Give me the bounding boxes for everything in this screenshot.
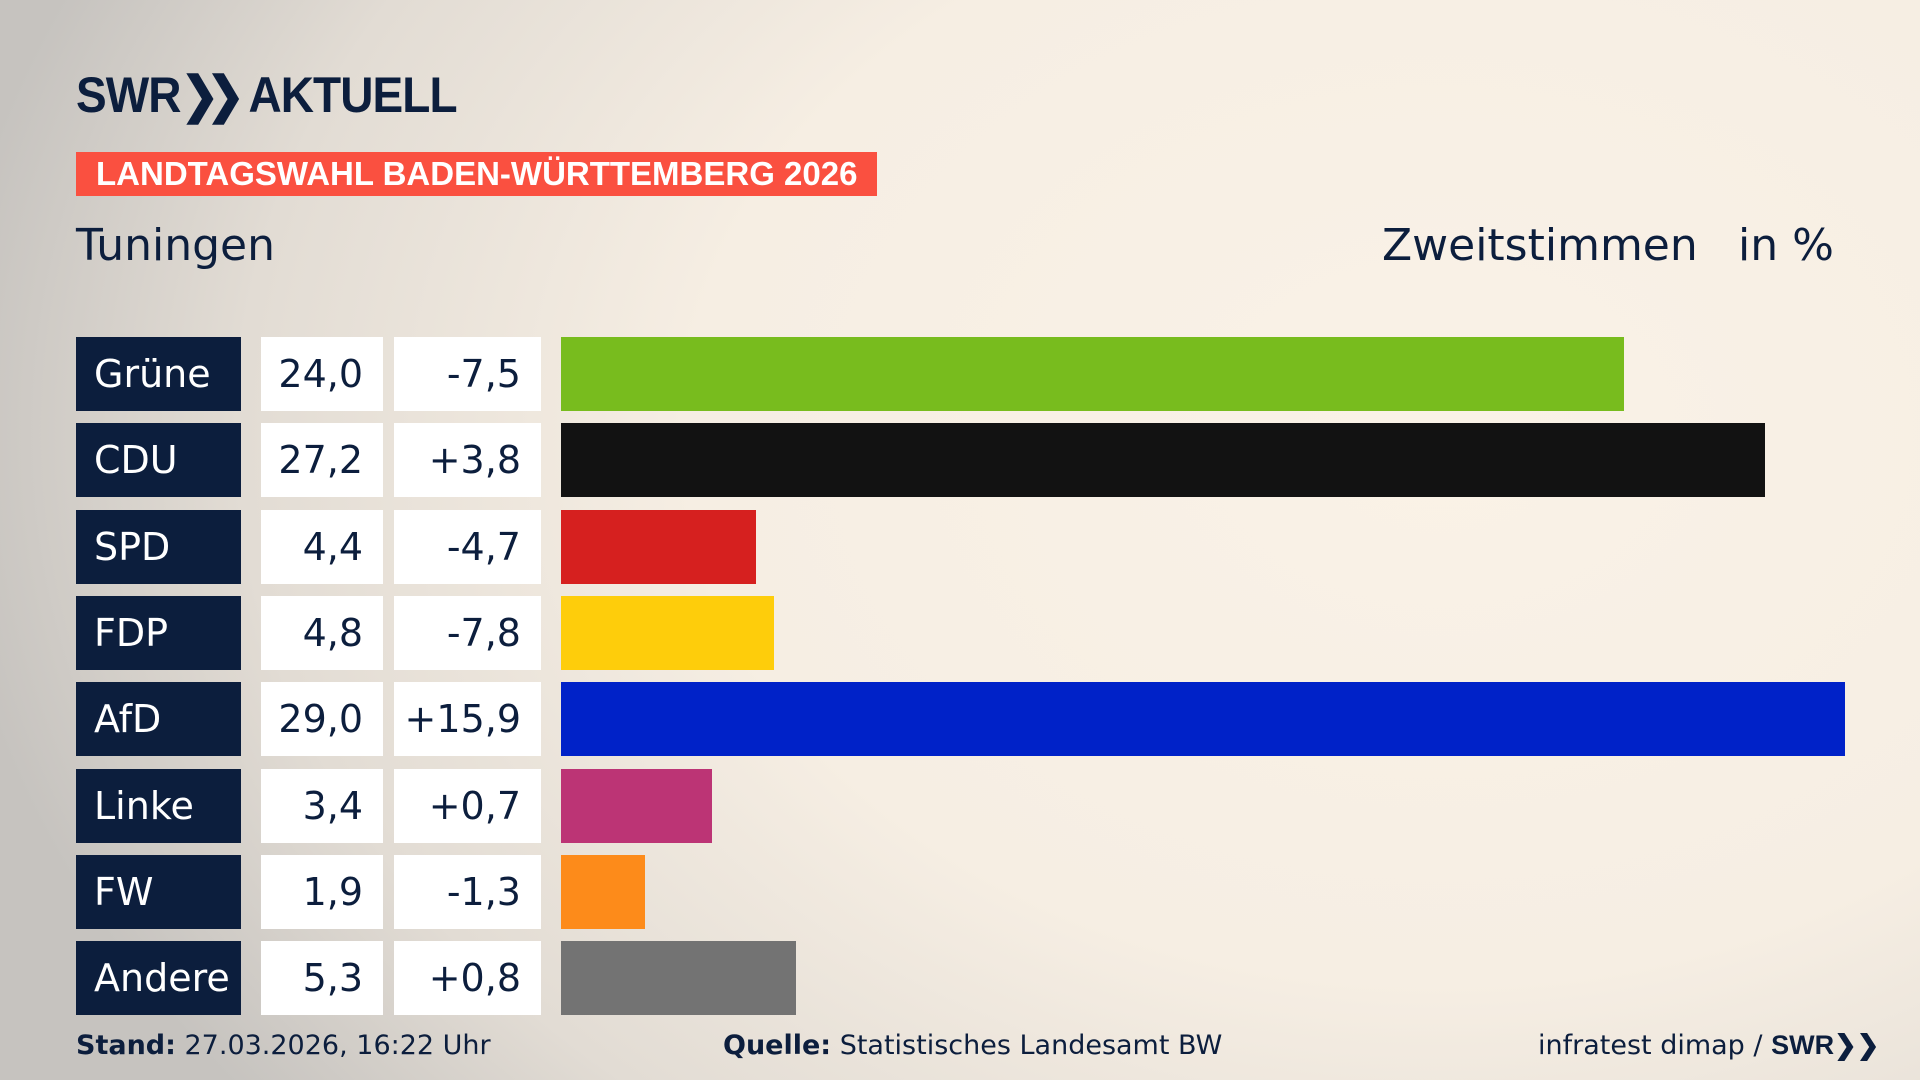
vote-share: 5,3 bbox=[261, 941, 383, 1016]
party-row: AfD 29,0 +15,9 bbox=[0, 682, 1920, 757]
vote-share: 29,0 bbox=[261, 682, 383, 757]
party-row: Andere 5,3 +0,8 bbox=[0, 941, 1920, 1016]
vote-change: -7,5 bbox=[394, 337, 541, 411]
vote-change: +3,8 bbox=[394, 423, 541, 498]
vote-change: -4,7 bbox=[394, 509, 541, 584]
bar bbox=[561, 941, 796, 1016]
election-banner: LANDTAGSWAHL BADEN-WÜRTTEMBERG 2026 bbox=[76, 152, 878, 196]
measure-label: Zweitstimmen bbox=[1382, 220, 1698, 271]
party-row: FDP 4,8 -7,8 bbox=[0, 595, 1920, 670]
bar bbox=[561, 682, 1845, 757]
vote-change: +0,8 bbox=[394, 941, 541, 1016]
timestamp: Stand: 27.03.2026, 16:22 Uhr bbox=[76, 1030, 491, 1061]
vote-share: 4,8 bbox=[261, 595, 383, 670]
party-row: Linke 3,4 +0,7 bbox=[0, 768, 1920, 843]
vote-share: 24,0 bbox=[261, 337, 383, 411]
bar bbox=[561, 595, 774, 670]
party-row: FW 1,9 -1,3 bbox=[0, 854, 1920, 929]
bar bbox=[561, 509, 756, 584]
vote-change: -1,3 bbox=[394, 854, 541, 929]
vote-share: 3,4 bbox=[261, 768, 383, 843]
bar bbox=[561, 854, 646, 929]
vote-share: 27,2 bbox=[261, 423, 383, 498]
party-row: Grüne 24,0 -7,5 bbox=[0, 337, 1920, 411]
party-name: Linke bbox=[76, 768, 241, 843]
party-name: FW bbox=[76, 854, 241, 929]
unit-label: in % bbox=[1738, 220, 1834, 271]
swr-aktuell-logo: SWR❯❯ AKTUELL bbox=[76, 67, 458, 123]
vote-share: 1,9 bbox=[261, 854, 383, 929]
party-name: FDP bbox=[76, 595, 241, 670]
vote-change: -7,8 bbox=[394, 595, 541, 670]
source: Quelle: Statistisches Landesamt BW bbox=[723, 1030, 1223, 1061]
party-name: Andere bbox=[76, 941, 241, 1016]
party-name: AfD bbox=[76, 682, 241, 757]
place-title: Tuningen bbox=[76, 220, 275, 271]
bar bbox=[561, 423, 1766, 498]
party-name: CDU bbox=[76, 423, 241, 498]
party-row: SPD 4,4 -4,7 bbox=[0, 509, 1920, 584]
party-row: CDU 27,2 +3,8 bbox=[0, 423, 1920, 498]
party-name: SPD bbox=[76, 509, 241, 584]
vote-change: +0,7 bbox=[394, 768, 541, 843]
bar bbox=[561, 337, 1624, 411]
party-name: Grüne bbox=[76, 337, 241, 411]
credit: infratest dimap / SWR❯❯ bbox=[1538, 1030, 1880, 1061]
swr-logo: SWR❯❯ bbox=[1771, 1030, 1880, 1060]
vote-change: +15,9 bbox=[394, 682, 541, 757]
bar bbox=[561, 768, 712, 843]
vote-share: 4,4 bbox=[261, 509, 383, 584]
